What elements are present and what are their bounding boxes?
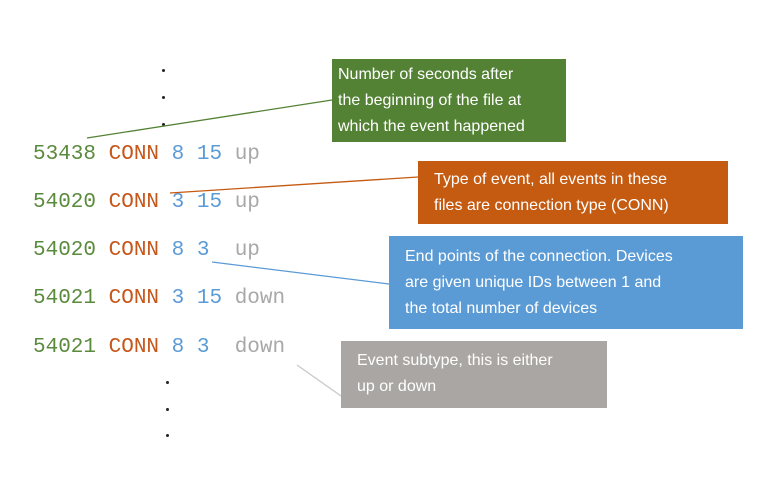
type-connector bbox=[169, 176, 419, 194]
ellipsis-dot-bottom-2 bbox=[166, 408, 169, 411]
log-row: 54021 CONN 3 15 down bbox=[33, 287, 285, 311]
event-type: CONN bbox=[108, 287, 160, 310]
device-id: 8 bbox=[171, 239, 185, 262]
ellipsis-dot-top-3 bbox=[162, 123, 165, 126]
event-type: CONN bbox=[108, 143, 160, 166]
devices-callout: End points of the connection. Devices ar… bbox=[389, 236, 743, 329]
ellipsis-dot-top-1 bbox=[162, 69, 165, 72]
callout-line: files are connection type (CONN) bbox=[434, 197, 669, 214]
timestamp: 53438 bbox=[33, 143, 97, 166]
timestamp: 54021 bbox=[33, 336, 97, 359]
callout-line: up or down bbox=[357, 378, 437, 395]
device-id: 3 bbox=[171, 191, 185, 214]
timestamp: 54020 bbox=[33, 191, 97, 214]
event-subtype: up bbox=[234, 191, 260, 214]
event-subtype: down bbox=[234, 336, 286, 359]
event-subtype: up bbox=[234, 143, 260, 166]
device-id: 15 bbox=[196, 143, 223, 166]
callout-line: Number of seconds after bbox=[338, 66, 514, 83]
ellipsis-dot-bottom-1 bbox=[166, 381, 169, 384]
timestamp: 54020 bbox=[33, 239, 97, 262]
log-row: 54020 CONN 8 3 up bbox=[33, 239, 260, 263]
timestamp-callout: Number of seconds after the beginning of… bbox=[332, 59, 566, 142]
device-id: 15 bbox=[196, 191, 223, 214]
device-id: 3 bbox=[196, 336, 210, 359]
callout-line: are given unique IDs between 1 and bbox=[405, 274, 662, 291]
event-subtype: up bbox=[234, 239, 260, 262]
device-id: 15 bbox=[196, 287, 223, 310]
device-id: 8 bbox=[171, 143, 185, 166]
subtype-connector bbox=[296, 364, 342, 397]
callout-line: the beginning of the file at bbox=[338, 92, 522, 109]
callout-line: End points of the connection. Devices bbox=[405, 248, 673, 265]
log-row: 54021 CONN 8 3 down bbox=[33, 336, 285, 360]
ellipsis-dot-top-2 bbox=[162, 96, 165, 99]
timestamp: 54021 bbox=[33, 287, 97, 310]
event-type: CONN bbox=[108, 191, 160, 214]
device-id: 8 bbox=[171, 336, 185, 359]
event-subtype: down bbox=[234, 287, 286, 310]
devices-connector bbox=[211, 261, 390, 285]
event-type: CONN bbox=[108, 336, 160, 359]
callout-line: Type of event, all events in these bbox=[434, 171, 668, 188]
device-id: 3 bbox=[171, 287, 185, 310]
event-type-callout: Type of event, all events in these files… bbox=[418, 161, 728, 224]
event-type: CONN bbox=[108, 239, 160, 262]
device-id: 3 bbox=[196, 239, 210, 262]
event-subtype-callout: Event subtype, this is either up or down bbox=[341, 341, 607, 408]
callout-line: which the event happened bbox=[338, 118, 525, 135]
log-row: 53438 CONN 8 15 up bbox=[33, 143, 260, 167]
callout-line: Event subtype, this is either bbox=[357, 352, 553, 369]
log-row: 54020 CONN 3 15 up bbox=[33, 191, 260, 215]
ellipsis-dot-bottom-3 bbox=[166, 434, 169, 437]
timestamp-connector bbox=[86, 99, 333, 139]
callout-line: the total number of devices bbox=[405, 300, 598, 317]
